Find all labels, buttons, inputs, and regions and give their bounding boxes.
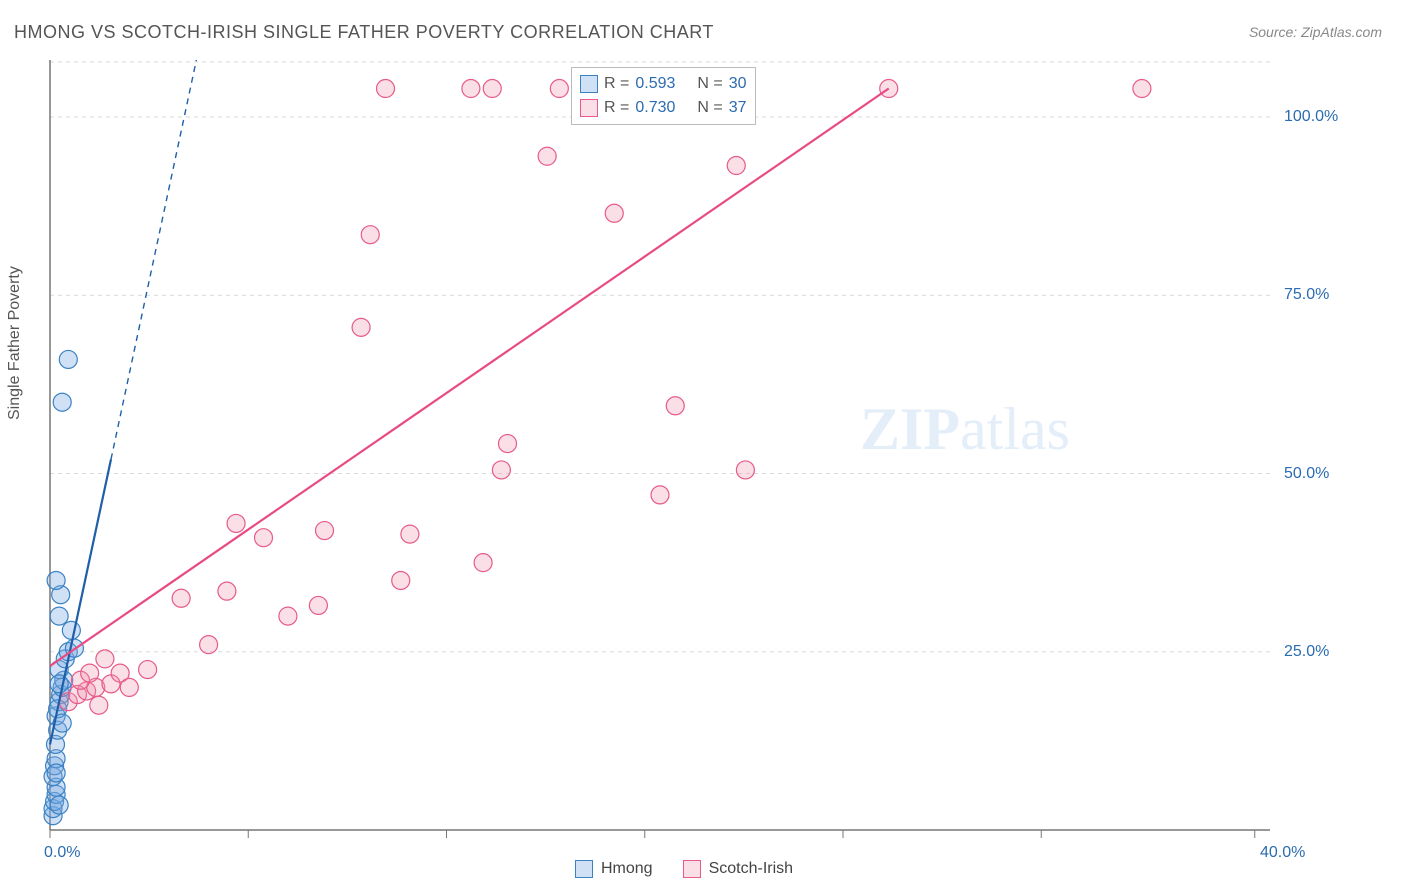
legend-swatch (580, 99, 598, 117)
series-legend: Hmong Scotch-Irish (575, 860, 815, 878)
y-tick-label: 100.0% (1284, 108, 1338, 126)
stat-n-value: 30 (729, 75, 747, 93)
correlation-stats-box: R = 0.593 N = 30 R = 0.730 N = 37 (571, 67, 756, 125)
y-tick-label: 50.0% (1284, 465, 1329, 483)
x-tick-label: 40.0% (1260, 844, 1305, 862)
stat-n-label: N = (697, 75, 722, 93)
legend-label: Scotch-Irish (709, 860, 793, 878)
y-tick-label: 25.0% (1284, 643, 1329, 661)
stat-n-value: 37 (729, 99, 747, 117)
stats-row: R = 0.730 N = 37 (580, 96, 747, 120)
stat-n-label: N = (697, 99, 722, 117)
x-tick-label: 0.0% (44, 844, 80, 862)
y-tick-label: 75.0% (1284, 286, 1329, 304)
legend-swatch (683, 860, 701, 878)
stats-row: R = 0.593 N = 30 (580, 72, 747, 96)
stat-r-value: 0.730 (635, 99, 675, 117)
scatter-chart (0, 0, 1406, 892)
legend-swatch (575, 860, 593, 878)
legend-label: Hmong (601, 860, 653, 878)
chart-container: HMONG VS SCOTCH-IRISH SINGLE FATHER POVE… (0, 0, 1406, 892)
stat-r-label: R = (604, 75, 629, 93)
legend-swatch (580, 75, 598, 93)
stat-r-label: R = (604, 99, 629, 117)
stat-r-value: 0.593 (635, 75, 675, 93)
